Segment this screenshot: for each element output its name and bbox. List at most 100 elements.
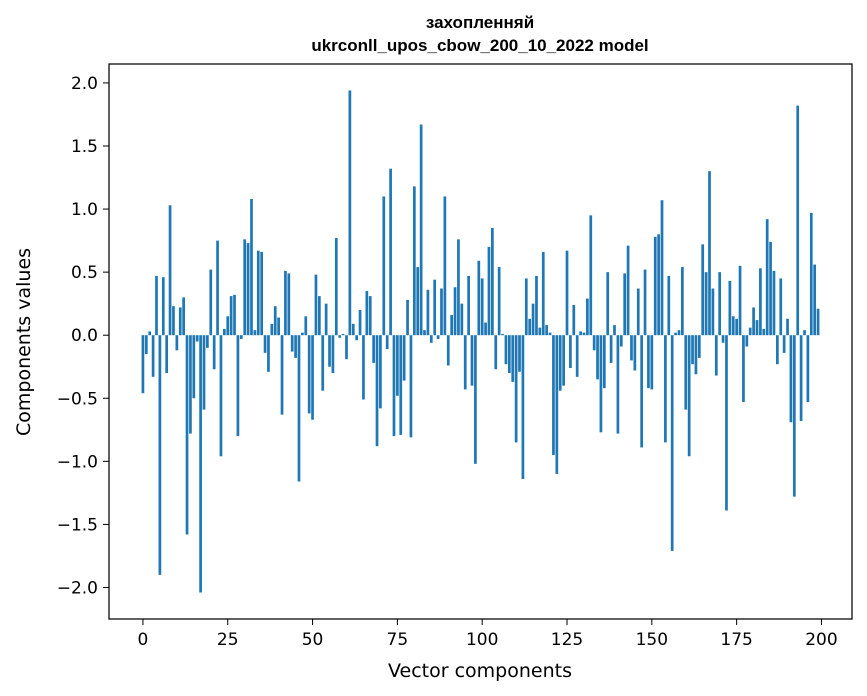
bar-118 [541, 251, 545, 336]
bar-180 [752, 307, 755, 336]
bar-179 [748, 327, 752, 336]
bar-88 [440, 288, 443, 336]
bar-16 [195, 335, 199, 342]
bar-98 [474, 335, 477, 464]
bar-144 [630, 335, 633, 361]
bar-89 [443, 196, 447, 336]
bar-100 [480, 278, 484, 336]
bar-124 [562, 335, 565, 386]
bar-85 [429, 335, 433, 343]
bar-196 [806, 335, 810, 403]
bar-43 [287, 273, 291, 336]
bar-1 [144, 335, 148, 355]
bar-135 [599, 335, 603, 433]
bar-64 [358, 309, 362, 336]
bar-110 [514, 335, 518, 443]
bar-93 [457, 239, 460, 336]
chart-title-line-2: ukrconll_upos_cbow_200_10_2022 model [311, 36, 648, 55]
bar-111 [518, 335, 521, 372]
bar-166 [704, 272, 708, 336]
bar-37 [267, 335, 270, 372]
y-tick-label: −0.5 [57, 389, 98, 409]
bar-34 [256, 250, 260, 336]
bar-186 [772, 270, 776, 336]
bar-70 [379, 335, 382, 409]
bar-30 [243, 239, 247, 336]
bar-56 [331, 335, 335, 374]
bar-71 [382, 196, 386, 336]
bar-134 [596, 335, 599, 380]
bar-65 [362, 335, 365, 400]
bar-133 [592, 335, 596, 351]
bar-130 [582, 332, 586, 336]
bar-50 [311, 335, 314, 420]
bar-188 [779, 278, 783, 336]
bar-48 [304, 316, 308, 336]
bar-39 [273, 306, 277, 336]
bar-95 [463, 335, 467, 390]
bar-117 [538, 327, 542, 336]
y-tick-label: 1.0 [71, 200, 98, 220]
bar-183 [762, 328, 766, 336]
bar-91 [450, 315, 454, 336]
x-axis-ticks: 0 25 50 75 100 125 150 175 200 [138, 619, 838, 650]
bar-138 [609, 335, 613, 363]
bar-153 [660, 200, 664, 336]
bar-25 [226, 316, 230, 336]
bar-18 [202, 335, 206, 410]
bar-152 [657, 234, 660, 336]
x-tick-label: 150 [636, 630, 668, 650]
bar-41 [280, 335, 284, 415]
bar-51 [314, 274, 318, 336]
bar-127 [572, 304, 576, 336]
x-tick-label: 50 [302, 630, 324, 650]
bar-173 [728, 280, 732, 336]
bar-164 [697, 335, 701, 358]
bar-23 [219, 335, 223, 457]
x-tick-label: 75 [387, 630, 409, 650]
bar-78 [406, 299, 409, 336]
bar-21 [212, 335, 216, 370]
bar-55 [328, 335, 331, 367]
bar-189 [782, 335, 786, 353]
y-tick-label: −1.5 [57, 515, 98, 535]
bar-80 [412, 186, 416, 336]
bar-45 [294, 335, 297, 358]
bar-103 [491, 227, 494, 336]
y-axis-label: Components values [13, 248, 35, 436]
bar-57 [334, 238, 338, 336]
bar-4 [155, 275, 158, 336]
bar-72 [385, 335, 389, 350]
bar-17 [199, 335, 202, 593]
bar-168 [711, 288, 715, 336]
bar-145 [633, 335, 637, 371]
bar-101 [484, 322, 487, 336]
bar-126 [569, 335, 572, 368]
bar-122 [555, 335, 559, 474]
bar-165 [701, 244, 705, 336]
bar-193 [796, 105, 800, 336]
bar-11 [178, 307, 182, 336]
bar-148 [643, 269, 647, 336]
bar-2 [148, 331, 152, 336]
bar-115 [531, 303, 535, 336]
bar-190 [786, 318, 789, 336]
bar-169 [714, 335, 718, 376]
bar-44 [290, 335, 294, 352]
bar-20 [209, 269, 213, 336]
bar-140 [616, 335, 620, 434]
bar-7 [165, 335, 169, 374]
bar-8 [168, 205, 172, 336]
bar-195 [803, 330, 806, 336]
bar-198 [813, 264, 817, 336]
bar-199 [816, 308, 820, 336]
bar-69 [375, 335, 379, 447]
bar-79 [409, 335, 413, 438]
x-tick-label: 175 [720, 630, 752, 650]
bar-62 [351, 323, 355, 336]
bar-52 [317, 296, 321, 336]
bar-106 [501, 333, 504, 336]
bar-131 [586, 298, 589, 336]
bar-32 [250, 198, 253, 336]
bar-67 [368, 296, 372, 336]
